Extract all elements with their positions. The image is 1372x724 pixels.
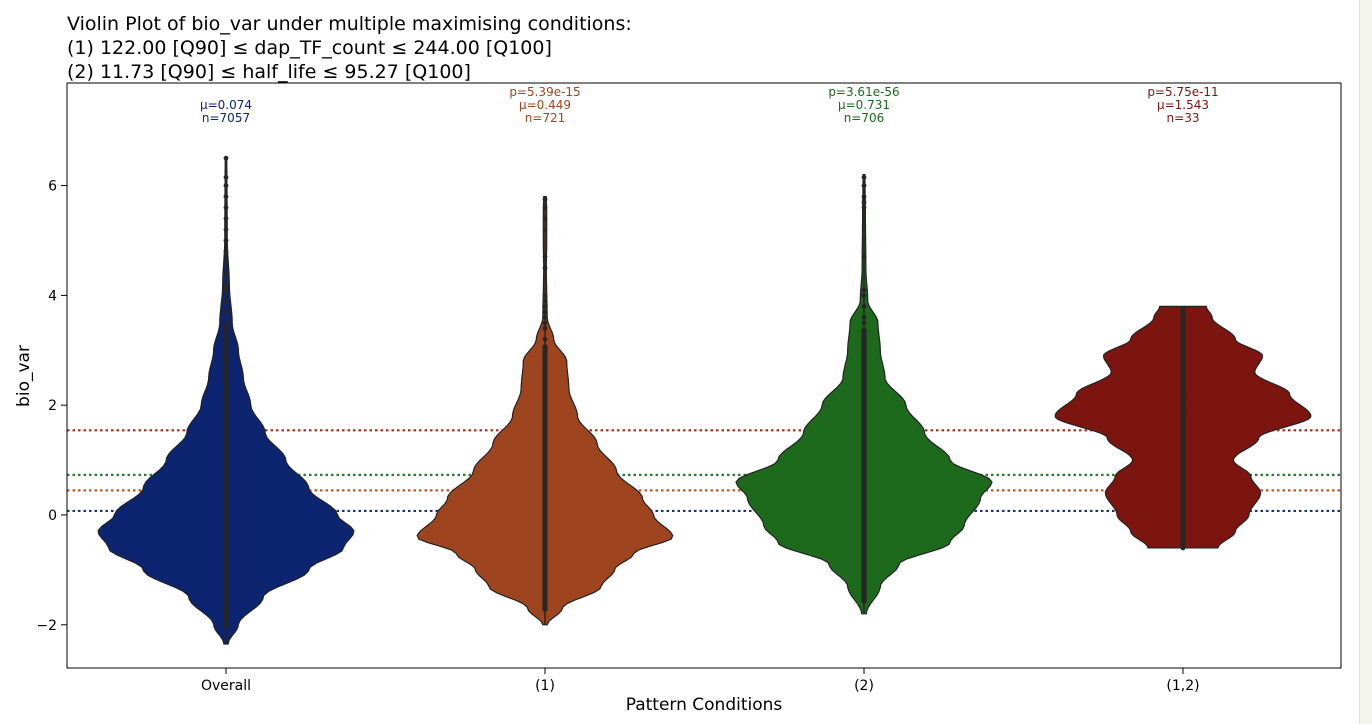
x-tick-label-2: (2) — [854, 678, 874, 694]
violin-point-3-4 — [1180, 490, 1186, 496]
violin-point-2-10 — [861, 174, 867, 180]
violin-point-3-9 — [1180, 424, 1186, 430]
violin-point-1-0 — [542, 336, 548, 342]
violin-point-3-16 — [1180, 358, 1186, 364]
violin-point-1-7 — [542, 293, 548, 298]
violin-point-0-2 — [223, 287, 229, 293]
violin-point-1-3 — [542, 314, 548, 320]
y-axis-label: bio_var — [14, 345, 34, 407]
violin-annotation-1-0: p=5.39e-15 — [509, 85, 580, 99]
violin-point-0-14 — [223, 155, 229, 161]
x-axis: Overall (1) (2) (1,2) — [201, 668, 1200, 694]
violin-point-3-1 — [1180, 531, 1186, 537]
violin-point-0-4 — [223, 271, 229, 276]
violin-point-0-12 — [223, 183, 229, 189]
violin-point-3-14 — [1180, 380, 1186, 386]
violin-annotation-2-2: n=706 — [844, 111, 885, 125]
violin-point-0-11 — [223, 194, 229, 199]
violin-annotation-1-2: n=721 — [525, 111, 566, 125]
violin-point-0-6 — [223, 249, 229, 254]
violin-point-3-0 — [1180, 545, 1186, 551]
violin-point-1-8 — [542, 265, 548, 271]
violin-point-0-10 — [223, 205, 229, 210]
violin-point-3-3 — [1180, 501, 1186, 507]
violin-annotation-0-1: n=7057 — [202, 111, 250, 125]
violin-annotation-2-0: p=3.61e-56 — [828, 85, 899, 99]
violin-annotation-3-0: p=5.75e-11 — [1147, 85, 1218, 99]
violin-point-1-6 — [542, 298, 548, 304]
violin-point-1-5 — [542, 303, 548, 309]
violin-point-3-10 — [1180, 413, 1186, 419]
violin-point-3-7 — [1180, 452, 1186, 458]
violin-point-2-5 — [861, 254, 867, 260]
violin-point-0-7 — [223, 238, 229, 243]
violin-point-3-5 — [1180, 479, 1186, 485]
violin-point-2-7 — [861, 199, 867, 205]
violin-point-2-8 — [861, 194, 867, 199]
x-tick-label-0: Overall — [201, 678, 251, 694]
chart-title-line-1: Violin Plot of bio_var under multiple ma… — [67, 13, 632, 35]
y-tick-label-1: 0 — [48, 508, 57, 524]
violin-point-0-9 — [223, 216, 229, 221]
violin-point-0-13 — [223, 174, 229, 180]
violin-point-2-9 — [861, 183, 867, 189]
chart-title-line-2: (1) 122.00 [Q90] ≤ dap_TF_count ≤ 244.00… — [67, 37, 552, 59]
chart-title-line-3: (2) 11.73 [Q90] ≤ half_life ≤ 95.27 [Q10… — [67, 61, 471, 83]
violin-point-1-4 — [542, 309, 548, 315]
violin-point-0-3 — [223, 282, 229, 287]
violin-point-0-0 — [223, 309, 229, 315]
violin-point-3-17 — [1180, 347, 1186, 353]
y-axis: −2 0 2 4 6 — [36, 179, 67, 634]
violin-annotation-0-0: μ=0.074 — [200, 98, 252, 112]
violin-point-3-6 — [1180, 468, 1186, 474]
violin-point-2-3 — [861, 293, 867, 298]
violin-point-2-6 — [861, 205, 867, 210]
violin-point-3-15 — [1180, 369, 1186, 375]
violin-annotation-3-1: μ=1.543 — [1157, 98, 1209, 112]
y-tick-label-0: −2 — [36, 618, 57, 634]
violin-point-3-11 — [1180, 408, 1186, 414]
violin-point-1-2 — [542, 320, 548, 326]
y-tick-label-3: 4 — [48, 288, 57, 304]
violin-point-3-13 — [1180, 391, 1186, 397]
violin-annotation-1-1: μ=0.449 — [519, 98, 571, 112]
violin-point-1-13 — [542, 196, 548, 202]
violin-point-3-8 — [1180, 435, 1186, 441]
violin-point-2-0 — [861, 320, 867, 326]
violin-point-0-5 — [223, 260, 229, 265]
y-tick-label-2: 2 — [48, 398, 57, 414]
violin-point-3-12 — [1180, 397, 1186, 403]
violin-point-2-4 — [861, 287, 867, 293]
x-tick-label-1: (1) — [535, 678, 555, 694]
violins-layer — [97, 155, 1312, 645]
violin-point-0-1 — [223, 298, 229, 304]
violin-point-1-9 — [542, 254, 548, 260]
violin-point-3-2 — [1180, 518, 1186, 523]
violin-point-1-12 — [542, 205, 548, 210]
window-edge — [1359, 0, 1372, 724]
violin-point-1-10 — [542, 227, 548, 232]
y-tick-label-4: 6 — [48, 179, 57, 195]
x-axis-label: Pattern Conditions — [626, 695, 783, 715]
violin-annotation-2-1: μ=0.731 — [838, 98, 890, 112]
violin-point-2-2 — [861, 303, 867, 309]
violin-annotation-3-2: n=33 — [1167, 111, 1200, 125]
violin-point-1-1 — [542, 325, 548, 331]
x-tick-label-3: (1,2) — [1166, 678, 1199, 694]
violin-point-0-8 — [223, 227, 229, 232]
plot-frame — [66, 82, 1342, 669]
violin-point-2-1 — [861, 314, 867, 320]
violin-point-1-11 — [542, 216, 548, 221]
